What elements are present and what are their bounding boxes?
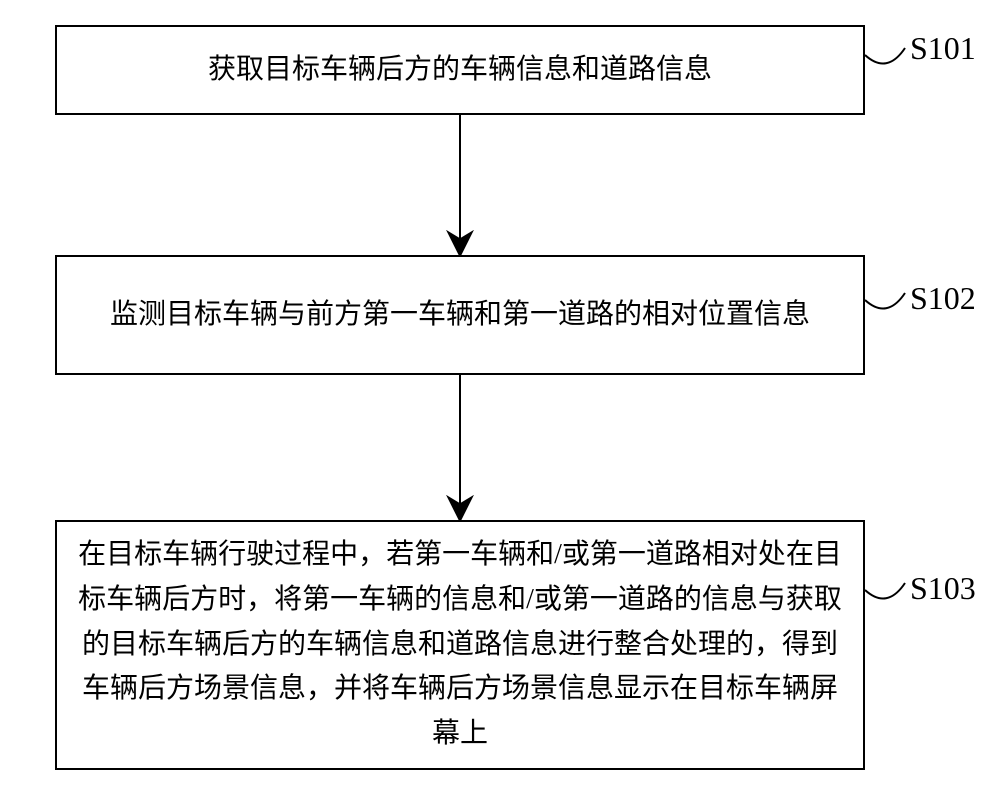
node-text: 获取目标车辆后方的车辆信息和道路信息 [208,48,712,93]
flowchart-node-n3: 在目标车辆行驶过程中，若第一车辆和/或第一道路相对处在目标车辆后方时，将第一车辆… [55,520,865,770]
step-label-n1: S101 [910,30,976,67]
step-label-n3: S103 [910,570,976,607]
flowchart-canvas: 获取目标车辆后方的车辆信息和道路信息 S101 监测目标车辆与前方第一车辆和第一道路… [0,0,1000,797]
node-text: 监测目标车辆与前方第一车辆和第一道路的相对位置信息 [110,293,810,338]
label-connector-n3 [865,583,905,599]
flowchart-node-n1: 获取目标车辆后方的车辆信息和道路信息 [55,25,865,115]
node-text: 在目标车辆行驶过程中，若第一车辆和/或第一道路相对处在目标车辆后方时，将第一车辆… [77,533,843,757]
label-connector-n2 [865,293,905,309]
flowchart-node-n2: 监测目标车辆与前方第一车辆和第一道路的相对位置信息 [55,255,865,375]
label-connector-n1 [865,48,905,64]
step-label-n2: S102 [910,280,976,317]
